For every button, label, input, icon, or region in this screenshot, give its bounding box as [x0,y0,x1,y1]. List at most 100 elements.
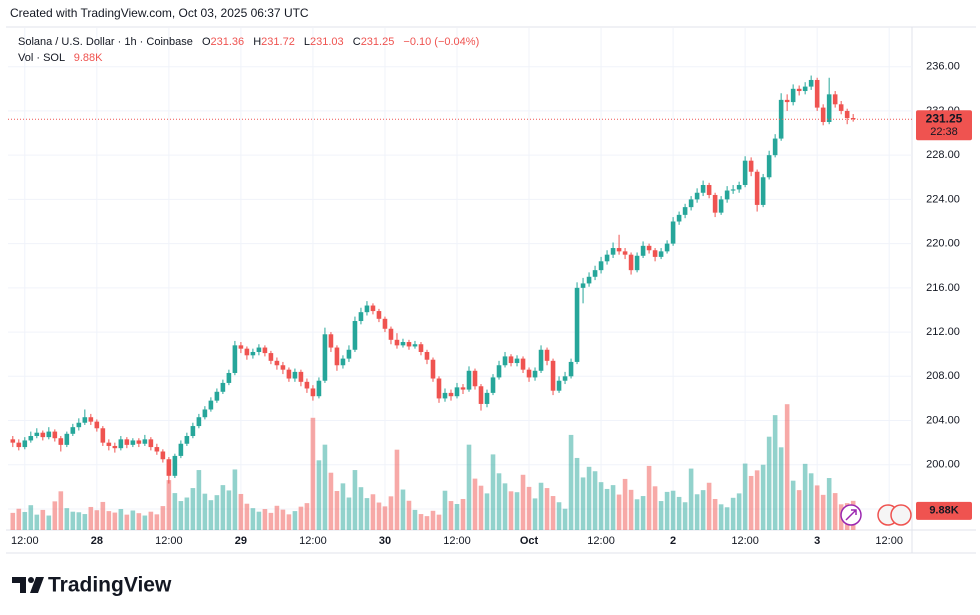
candle-body [346,349,352,359]
volume-bar [670,490,676,530]
volume-bar [646,465,652,530]
volume-bar [376,502,382,530]
candle-body [172,455,178,476]
candle-body [784,99,790,103]
candle-body [136,440,142,444]
candle-body [496,365,502,378]
legend-low: 231.03 [310,36,344,48]
volume-bar [802,463,808,530]
volume-bar [640,496,646,530]
y-tick-label: 216.00 [926,282,960,294]
volume-bar [172,493,178,530]
candle-body [616,248,622,252]
x-tick-label: 29 [235,535,247,547]
volume-bar [784,404,790,530]
volume-bar [760,464,766,530]
volume-bar [832,493,838,530]
candle-body [814,79,820,108]
volume-bar [178,501,184,530]
candle-body [658,251,664,257]
volume-bar [496,473,502,530]
volume-bar [46,515,52,530]
y-tick-label: 236.00 [926,61,960,73]
candle-body [538,349,544,371]
volume-bar [40,509,46,530]
volume-bar [730,497,736,530]
candle-body [82,417,88,423]
x-tick-label: 12:00 [155,535,183,547]
candle-body [742,160,748,186]
volume-bar [58,491,64,530]
volume-bar [184,497,190,530]
candle-body [334,347,340,366]
volume-bar [232,469,238,530]
volume-bar [268,512,274,530]
volume-bar [454,504,460,530]
volume-bar [202,493,208,530]
volume-bar [622,478,628,530]
candle-body [730,189,736,191]
volume-bar [226,490,232,530]
candle-body [772,138,778,156]
volume-bar [358,487,364,530]
candle-body [268,353,274,361]
volume-bar [634,499,640,530]
volume-bar [124,514,130,530]
volume-bar [430,510,436,530]
volume-bar [748,475,754,530]
candle-body [676,214,682,222]
x-tick-label: 2 [670,535,676,547]
volume-bar [490,454,496,530]
volume-bar [394,449,400,530]
volume-bar [820,494,826,530]
candle-body [64,433,70,445]
volume-bar [214,495,220,530]
candle-body [304,381,310,389]
candle-body [694,192,700,200]
candle-body [796,88,802,92]
candle-body [520,358,526,370]
candle-body [274,360,280,366]
candle-body [436,378,442,399]
volume-bar [130,510,136,530]
volume-bar [550,496,556,530]
legend-high: 231.72 [261,36,295,48]
y-tick-label: 224.00 [926,193,960,205]
icons [840,504,912,526]
candle-body [478,386,484,404]
volume-bar [448,501,454,530]
candle-body [532,370,538,378]
candle-body [220,382,226,392]
candle-body [670,221,676,244]
candle-body [442,392,448,399]
candle-body [46,431,52,438]
volume-bar [100,501,106,530]
candle-body [724,190,730,200]
candle-body [610,248,616,255]
candle-body [526,369,532,378]
candle-body [124,439,130,445]
candle-body [802,86,808,92]
candle-body [754,171,760,205]
volume-bar [724,507,730,530]
candle-body [748,160,754,172]
created-note: Created with TradingView.com, Oct 03, 20… [10,6,309,20]
volume-bar [286,514,292,530]
candle-body [298,371,304,382]
volume-bar [796,490,802,530]
candle-body [430,359,436,379]
candle-body [562,376,568,381]
candle-body [484,392,490,404]
volume-bar [628,489,634,530]
volume-bar [808,473,814,530]
candle-body [778,99,784,139]
volume-bar [238,493,244,530]
volume-bar [190,488,196,530]
candle-body [508,356,514,364]
candle-body [112,445,118,449]
candle-body [292,371,298,379]
candle-body [832,94,838,105]
volume-last-label: 9.88K [929,505,958,517]
candle-body [394,339,400,346]
candle-body [40,432,46,438]
